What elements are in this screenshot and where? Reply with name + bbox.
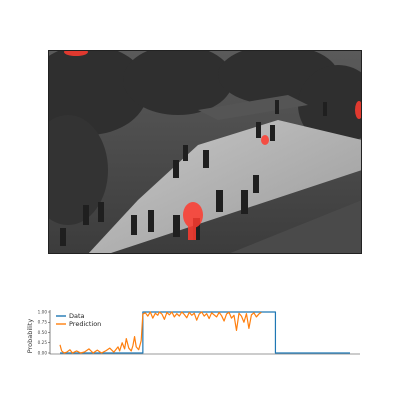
anomaly-highlights [64,50,362,240]
series-line-data [60,311,350,354]
legend-label-data: Data [69,312,85,320]
frame-border [48,50,362,254]
y-axis-label: Probability [26,319,34,354]
series-lines [59,311,350,354]
chart-axes [49,310,360,355]
y-tick-label: 1.00 [38,309,48,314]
y-tick-label: 0.75 [38,320,48,325]
walkway [88,120,362,254]
legend-label-prediction: Prediction [69,320,101,328]
lawn [228,200,362,254]
y-tick-label: 0.50 [38,330,48,335]
surveillance-video-frame [48,50,362,254]
y-tick-label: 0.25 [38,340,48,345]
lawn-far [198,95,308,120]
series-line-prediction [59,311,262,354]
pedestrians [60,100,327,246]
y-ticks: 0.00 0.25 0.50 0.75 1.00 [38,309,50,355]
probability-chart: 0.00 0.25 0.50 0.75 1.00 Probability DataPre… [26,309,360,355]
axis-lines [49,310,360,355]
tree-canopy [48,50,362,225]
y-tick-label: 0.00 [38,350,48,355]
